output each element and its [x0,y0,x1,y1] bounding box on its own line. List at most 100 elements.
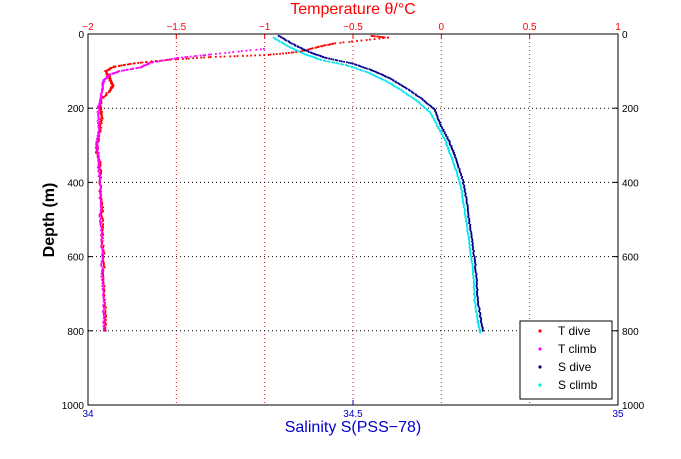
data-point [104,322,107,324]
data-point [100,93,102,96]
data-point [151,61,153,64]
data-point [137,62,139,64]
data-point [432,117,435,119]
data-point [440,133,443,136]
data-point [108,79,111,82]
data-point [101,258,104,261]
data-point [337,62,340,65]
data-point [438,128,441,131]
data-point [360,69,363,72]
data-point [476,288,479,291]
data-point [468,243,471,245]
data-point [478,310,480,313]
data-point [255,48,258,51]
data-point [96,145,99,148]
data-point [480,324,483,327]
data-point [122,64,125,66]
data-point [425,108,428,111]
data-point [100,171,103,174]
data-point [97,114,100,117]
data-point [408,89,411,92]
data-point [463,210,466,213]
data-point [415,99,418,102]
data-point [462,199,464,202]
data-point [97,131,99,134]
data-point [100,214,103,217]
data-point [452,149,455,152]
data-point [422,105,425,108]
data-point [474,304,477,307]
data-point [173,57,176,60]
data-point [311,55,314,58]
data-point [320,55,322,58]
data-point [288,41,291,43]
data-point [467,214,470,217]
data-point [100,92,103,95]
data-point [323,59,325,62]
data-point [468,238,470,241]
data-point [460,177,463,180]
tick-label-x-bottom: 34 [82,409,94,420]
data-point [102,292,105,295]
data-point [99,181,101,184]
data-point [473,256,476,259]
data-point [139,61,142,64]
data-point [246,54,249,57]
data-point [388,77,390,79]
data-point [102,311,105,314]
data-point [373,38,376,40]
data-point [97,122,99,124]
data-point [262,47,265,50]
data-point [101,95,103,98]
data-point [102,289,105,292]
data-point [111,86,114,89]
data-point [457,166,460,169]
data-point [428,104,431,107]
data-point [372,73,374,76]
data-point [177,56,180,59]
data-point [99,98,102,101]
data-point [420,97,422,99]
data-point [474,271,477,274]
data-point [100,278,103,281]
data-point [403,86,406,88]
data-point [233,55,236,58]
data-point [470,255,472,258]
data-point [480,317,483,320]
data-point [150,60,152,63]
data-point [439,125,442,128]
data-point [100,260,103,263]
data-point [381,73,384,76]
data-point [371,69,374,72]
data-point [466,208,469,211]
data-point [447,148,450,150]
data-point [435,122,438,124]
data-point [472,277,475,279]
data-point [101,252,104,255]
data-point [370,34,373,37]
data-point [99,130,102,133]
data-point [447,138,450,141]
data-point [457,165,459,168]
data-point [102,297,105,300]
data-point [333,61,336,64]
data-point [439,129,442,132]
data-point [355,64,358,66]
data-point [100,217,102,219]
data-point [98,190,101,192]
data-point [100,193,103,196]
data-point [102,246,105,249]
data-point [342,41,345,44]
data-point [100,206,102,209]
data-point [474,268,477,271]
data-point [102,81,105,84]
data-point [470,231,473,234]
data-point [472,242,474,245]
data-point [336,59,339,62]
data-point [405,87,408,90]
data-point [472,273,474,276]
data-point [100,102,103,105]
data-point [304,49,306,51]
data-point [463,204,466,207]
data-point [267,53,270,56]
